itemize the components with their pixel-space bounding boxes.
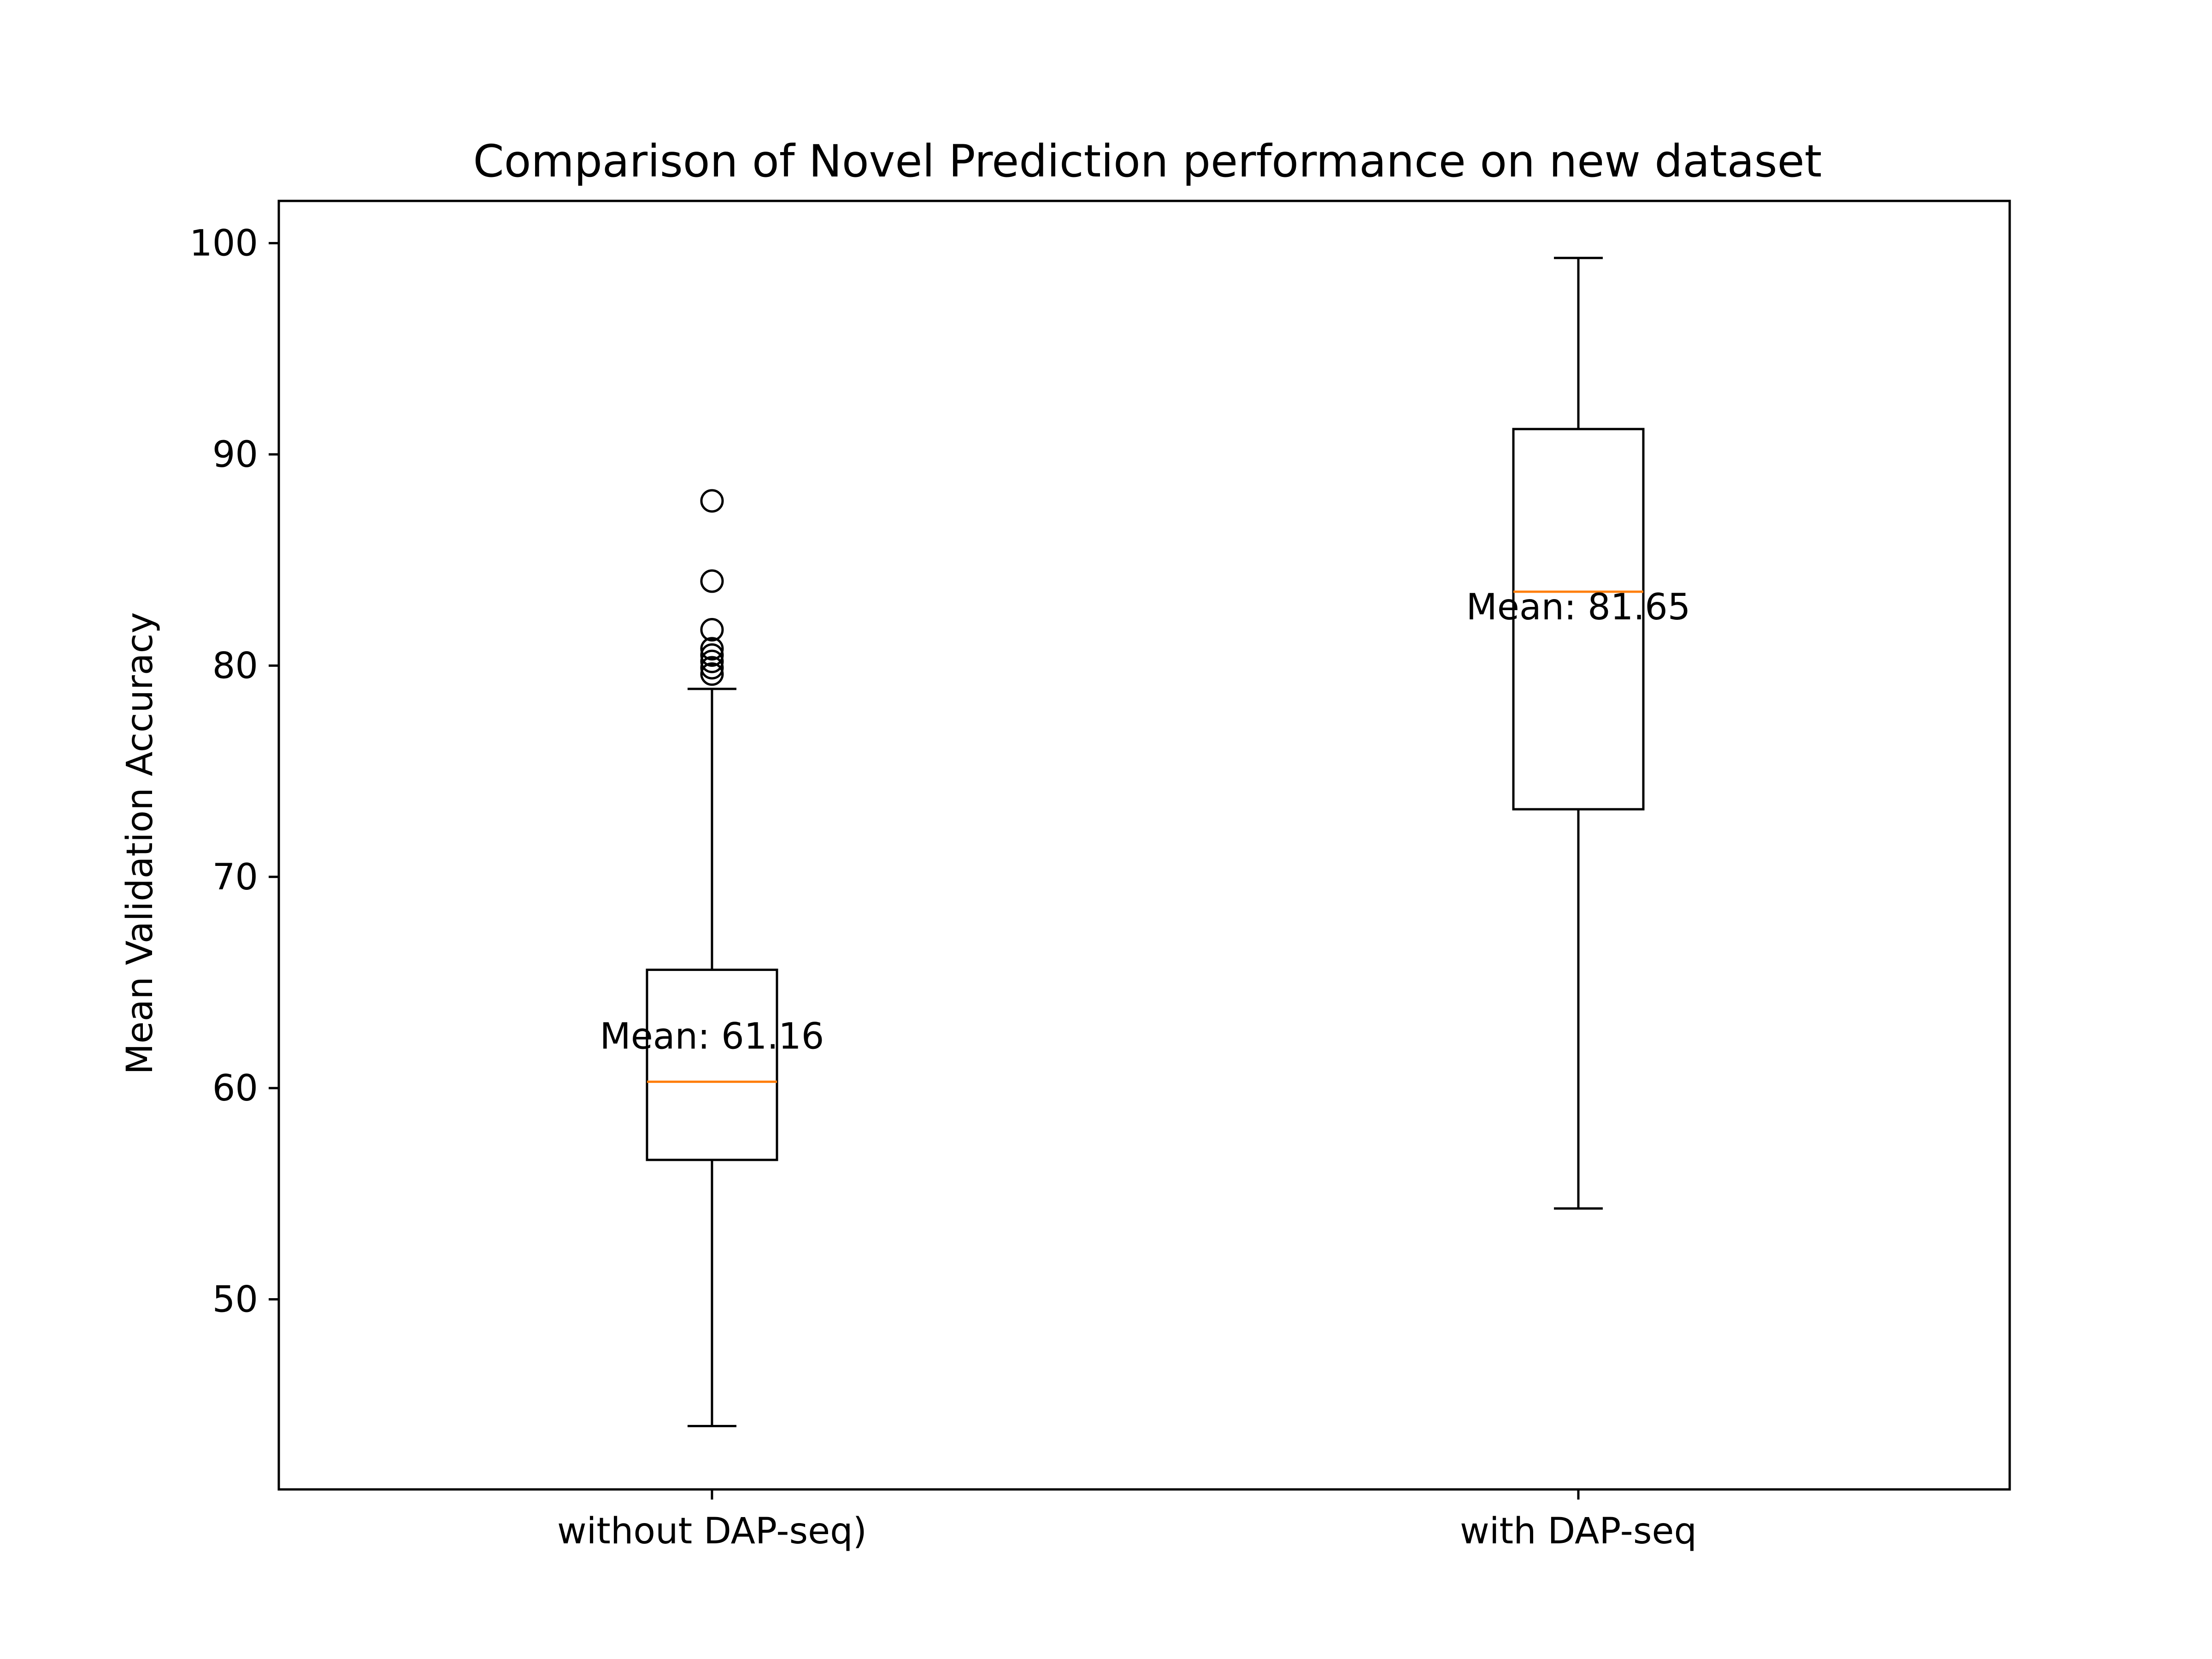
outlier-point: [700, 662, 724, 686]
iqr-box: [1512, 428, 1645, 811]
y-tick-label: 90: [212, 434, 258, 476]
y-tick-label: 80: [212, 645, 258, 687]
outlier-point: [700, 569, 724, 593]
y-axis-label: Mean Validation Accuracy: [119, 612, 161, 1074]
iqr-box: [646, 968, 778, 1161]
outlier-point: [700, 656, 724, 680]
chart-title: Comparison of Novel Prediction performan…: [473, 135, 1822, 187]
outlier-point: [700, 489, 724, 513]
mean-annotation: Mean: 81.65: [1466, 587, 1691, 628]
mean-annotation: Mean: 61.16: [600, 1016, 824, 1057]
y-tick-label: 50: [212, 1279, 258, 1320]
plot-area: 50 60 70 80 90 100 without DAP-seq) with DAP-se…: [189, 223, 1697, 1552]
x-tick-label: with DAP-seq: [1460, 1511, 1697, 1552]
y-tick-label: 70: [212, 857, 258, 898]
y-tick-label: 60: [212, 1068, 258, 1109]
outlier-point: [700, 649, 724, 673]
y-tick-label: 100: [189, 223, 258, 265]
x-tick-label: without DAP-seq): [557, 1511, 867, 1552]
outlier-point: [700, 618, 724, 641]
outlier-point: [700, 637, 724, 661]
axes-frame: [277, 200, 2011, 1491]
outlier-point: [700, 643, 724, 667]
